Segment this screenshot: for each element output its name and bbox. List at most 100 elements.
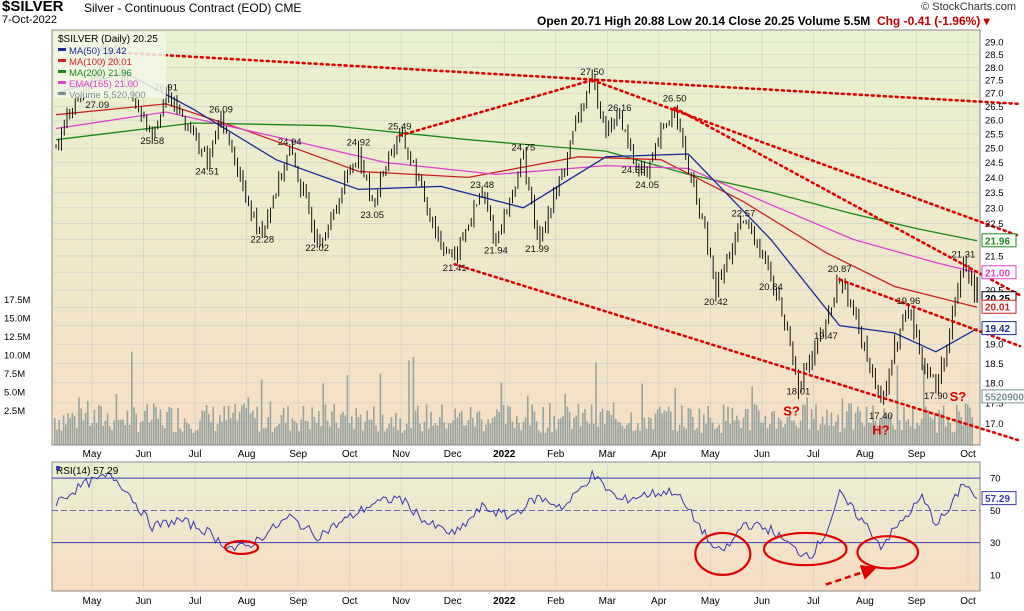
- volume-bar: [696, 428, 698, 445]
- volume-bar: [698, 408, 701, 445]
- volume-bar: [157, 418, 159, 445]
- volume-bar: [100, 406, 102, 445]
- volume-bar: [102, 425, 104, 445]
- change-value: Chg -0.41 (-1.96%) ▾: [876, 14, 990, 28]
- volume-bar: [318, 411, 320, 445]
- volume-bar: [725, 420, 727, 445]
- volume-bar: [351, 416, 353, 445]
- right-value-label: 20.25: [985, 294, 1010, 305]
- volume-bar: [502, 405, 505, 445]
- volume-bar: [190, 428, 192, 445]
- volume-bar: [98, 405, 100, 445]
- volume-bar: [236, 420, 239, 445]
- volume-bar: [414, 410, 417, 445]
- volume-bar: [650, 418, 652, 445]
- volume-bar: [287, 406, 289, 445]
- volume-bar: [920, 418, 923, 445]
- chart-date: 7-Oct-2022: [2, 14, 58, 26]
- x-axis-label-rsi: Mar: [599, 596, 617, 607]
- volume-bar: [905, 421, 907, 445]
- volume-bar: [571, 429, 573, 445]
- x-axis-label-rsi: 2022: [493, 596, 516, 607]
- rsi-line: [55, 469, 978, 559]
- volume-bar: [311, 407, 313, 445]
- legend-swatch: [58, 59, 66, 62]
- volume-bar: [595, 362, 597, 445]
- volume-bar: [623, 428, 626, 445]
- volume-bar: [538, 430, 540, 445]
- volume-bar: [782, 427, 784, 445]
- volume-bar: [304, 420, 307, 445]
- volume-bar: [755, 405, 758, 445]
- right-value-label: 21.00: [985, 268, 1010, 279]
- volume-bar: [901, 429, 903, 445]
- volume-bar: [392, 426, 395, 445]
- volume-bar: [78, 397, 80, 445]
- volume-bar: [843, 427, 846, 445]
- volume-bar: [56, 429, 58, 445]
- volume-bar: [890, 414, 892, 445]
- volume-bar: [513, 427, 516, 445]
- volume-bar: [186, 422, 188, 445]
- volume-bar: [326, 420, 329, 445]
- price-tick-label: 23.0: [985, 203, 1004, 214]
- price-panel-bg: [51, 29, 981, 446]
- volume-bar: [307, 421, 309, 445]
- volume-bar: [938, 409, 940, 445]
- volume-bar: [799, 420, 802, 445]
- volume-bar: [337, 428, 340, 445]
- volume-bar: [219, 414, 221, 445]
- volume-bar: [271, 431, 274, 445]
- volume-bar: [241, 405, 243, 445]
- volume-bar: [344, 415, 346, 445]
- volume-bar: [821, 416, 824, 445]
- volume-bar: [788, 409, 791, 445]
- volume-bar: [667, 406, 670, 445]
- volume-bar: [535, 421, 538, 445]
- legend-box: [54, 32, 166, 98]
- volume-bar: [65, 424, 67, 445]
- volume-bar: [166, 412, 168, 445]
- volume-bar: [428, 428, 430, 445]
- volume-bar: [703, 414, 705, 445]
- volume-bar: [678, 424, 681, 445]
- trendline-lower-support: [453, 262, 1022, 442]
- x-axis-label-price: Jun: [754, 449, 770, 460]
- volume-bar: [203, 410, 206, 445]
- price-tick-label: 24.0: [985, 173, 1004, 184]
- right-value-label: 19.42: [985, 324, 1010, 335]
- volume-bar: [324, 404, 327, 445]
- volume-bar: [124, 425, 126, 445]
- volume-bar: [683, 426, 685, 445]
- volume-bar: [566, 406, 569, 445]
- volume-bar: [672, 430, 674, 445]
- volume-bar: [621, 425, 624, 445]
- x-axis-label-price: Jun: [135, 449, 151, 460]
- right-value-tag: [981, 233, 1017, 248]
- volume-bar: [533, 411, 536, 445]
- volume-bar: [472, 418, 474, 445]
- volume-bar: [498, 411, 500, 445]
- volume-bar: [971, 417, 973, 445]
- volume-bar: [210, 422, 212, 445]
- volume-bar: [423, 421, 426, 445]
- volume-bar: [230, 418, 232, 445]
- volume-bar: [700, 432, 703, 445]
- volume-bar: [810, 409, 813, 445]
- volume-bar: [370, 419, 373, 445]
- volume-bar: [161, 425, 164, 445]
- volume-bar: [390, 417, 393, 445]
- volume-bar: [749, 430, 751, 445]
- volume-bar: [194, 430, 197, 445]
- volume-bar: [117, 419, 120, 445]
- right-value-label: 21.96: [985, 236, 1010, 247]
- volume-tick-label: 5.0M: [4, 388, 25, 399]
- volume-bar: [656, 409, 659, 445]
- volume-bar: [293, 420, 296, 445]
- trendline-fall-line-2: [673, 106, 1022, 297]
- volume-bar: [577, 403, 580, 445]
- volume-bar: [445, 428, 448, 445]
- price-point-label: 21.99: [525, 244, 549, 255]
- volume-bar: [674, 387, 676, 445]
- volume-bar: [375, 425, 377, 445]
